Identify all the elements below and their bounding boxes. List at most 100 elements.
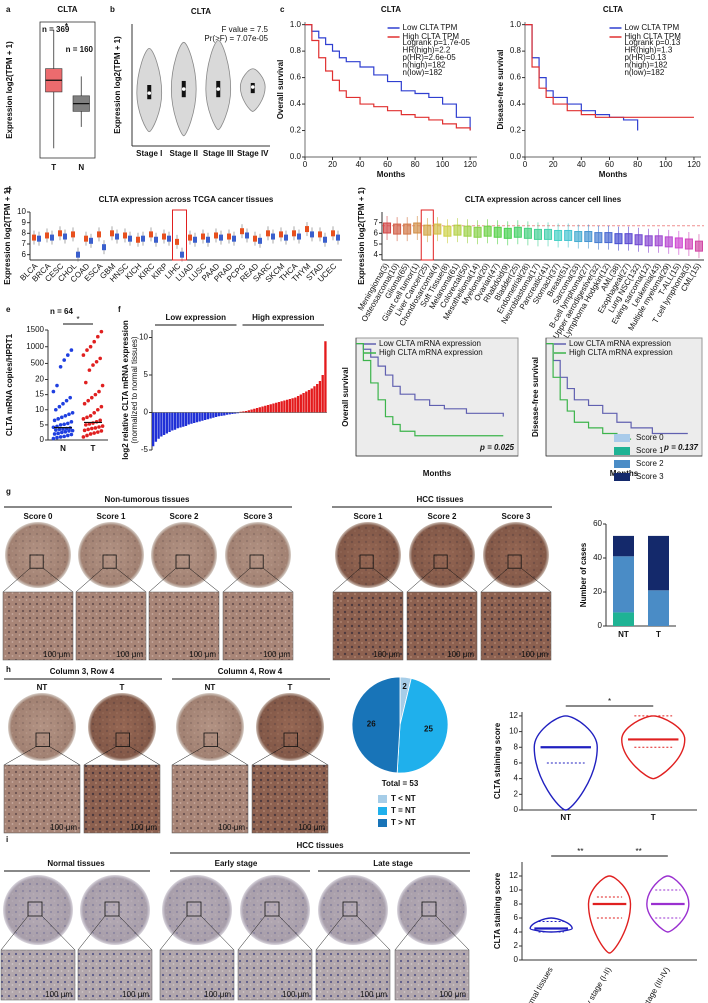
- bar: [236, 412, 240, 414]
- value-label: 2: [402, 682, 407, 691]
- y-axis-sublabel: (normalized to normal tissues): [130, 336, 139, 443]
- y-axis-label: Disease-free survival: [531, 357, 540, 437]
- group-header: Early stage: [215, 859, 258, 868]
- y-tick-label: 10: [35, 405, 44, 414]
- x-tick-label: 20: [549, 160, 558, 169]
- y-tick-label: 6: [22, 250, 27, 259]
- bar: [206, 412, 210, 420]
- survival-curve: [525, 24, 694, 118]
- stat-text: Logrank p=1.7e-05: [403, 38, 471, 47]
- point: [55, 435, 59, 440]
- x-tick-label: NT: [560, 813, 571, 822]
- survival-curve: [356, 343, 504, 417]
- panel-letter: h: [6, 665, 11, 674]
- survival-curve: [305, 24, 471, 131]
- zoom-line: [435, 915, 470, 951]
- y-tick-label: 6: [374, 228, 379, 237]
- box: [503, 227, 512, 239]
- bar-segment: [613, 535, 634, 557]
- box: [149, 231, 153, 238]
- scale-bar-label: 100 μm: [439, 990, 466, 999]
- y-tick-label: 5: [374, 239, 379, 248]
- survival-curve: [546, 343, 688, 435]
- y-tick-label: 40: [593, 553, 602, 562]
- panel-letter: f: [118, 305, 121, 314]
- point: [68, 395, 72, 400]
- point: [66, 433, 70, 438]
- y-axis-label: Overall survival: [276, 60, 285, 120]
- zoom-line: [394, 915, 423, 951]
- x-tick-label: 120: [687, 160, 701, 169]
- zoom-line: [217, 746, 249, 766]
- zoom-line: [237, 915, 266, 951]
- zoom-line: [41, 915, 76, 951]
- tissue-label: T: [120, 683, 125, 692]
- point: [57, 404, 62, 409]
- box: [383, 222, 392, 234]
- box: [297, 233, 301, 240]
- y-tick-label: 0.2: [510, 126, 522, 135]
- x-tick-label: 60: [605, 160, 614, 169]
- point: [87, 368, 92, 372]
- value-label: 26: [367, 719, 376, 728]
- y-tick-label: 20: [35, 375, 44, 384]
- box: [136, 236, 140, 243]
- zoom-line: [129, 746, 161, 766]
- bar: [173, 412, 177, 430]
- box: [463, 225, 472, 237]
- scale-bar-label: 100 μm: [263, 650, 290, 659]
- bar: [288, 399, 292, 413]
- bar-segment: [648, 535, 669, 591]
- zoom-box: [29, 554, 44, 569]
- scale-bar-label: 100 μm: [360, 990, 387, 999]
- bar: [187, 412, 190, 425]
- y-axis-label: CLTA staining score: [493, 872, 502, 949]
- group-header: Non-tumorous tissues: [105, 495, 190, 504]
- x-tick-label: Stage IV: [237, 149, 269, 158]
- zoom-line: [118, 915, 153, 951]
- y-tick-label: 7: [22, 239, 27, 248]
- zoom-box: [359, 554, 374, 569]
- zoom-line: [3, 746, 37, 766]
- stat-text: p(HR)=2.6e-05: [403, 53, 457, 62]
- bar: [203, 412, 207, 420]
- point: [62, 422, 66, 427]
- bar: [318, 381, 322, 413]
- scale-bar-label: 100 μm: [45, 990, 72, 999]
- box: [292, 230, 296, 237]
- point: [60, 430, 64, 435]
- point: [62, 434, 66, 439]
- zoom-box: [433, 554, 448, 569]
- point: [94, 420, 99, 424]
- panel-letter: a: [6, 5, 11, 14]
- x-tick-label: 60: [383, 160, 392, 169]
- box: [684, 238, 693, 250]
- scale-bar-label: 100 μm: [50, 823, 77, 832]
- pie-slice: [351, 676, 401, 774]
- stat-text: n(high)=182: [624, 61, 667, 70]
- bar: [239, 411, 242, 413]
- chart-title: CLTA expression across TCGA cancer tissu…: [99, 195, 274, 204]
- bar: [154, 412, 158, 442]
- legend-label: High CLTA mRNA expression: [569, 348, 673, 357]
- panel-letter: e: [6, 305, 11, 314]
- zoom-image: [2, 591, 74, 661]
- zoom-box: [175, 554, 190, 569]
- box: [141, 235, 145, 242]
- total-label: Total = 53: [382, 779, 419, 788]
- point: [61, 427, 65, 431]
- box: [443, 225, 452, 237]
- point: [84, 423, 88, 427]
- zoom-line: [0, 915, 29, 951]
- x-tick-label: T: [91, 444, 96, 453]
- legend-label: T = NT: [391, 806, 416, 815]
- box: [493, 226, 502, 238]
- bar: [258, 407, 261, 413]
- zoom-box: [35, 732, 51, 748]
- zoom-line: [278, 915, 313, 951]
- box: [284, 234, 288, 241]
- y-tick-label: 8: [514, 899, 519, 908]
- bar: [171, 412, 174, 431]
- point: [94, 359, 99, 364]
- stat-text: HR(high)=2.2: [403, 46, 451, 55]
